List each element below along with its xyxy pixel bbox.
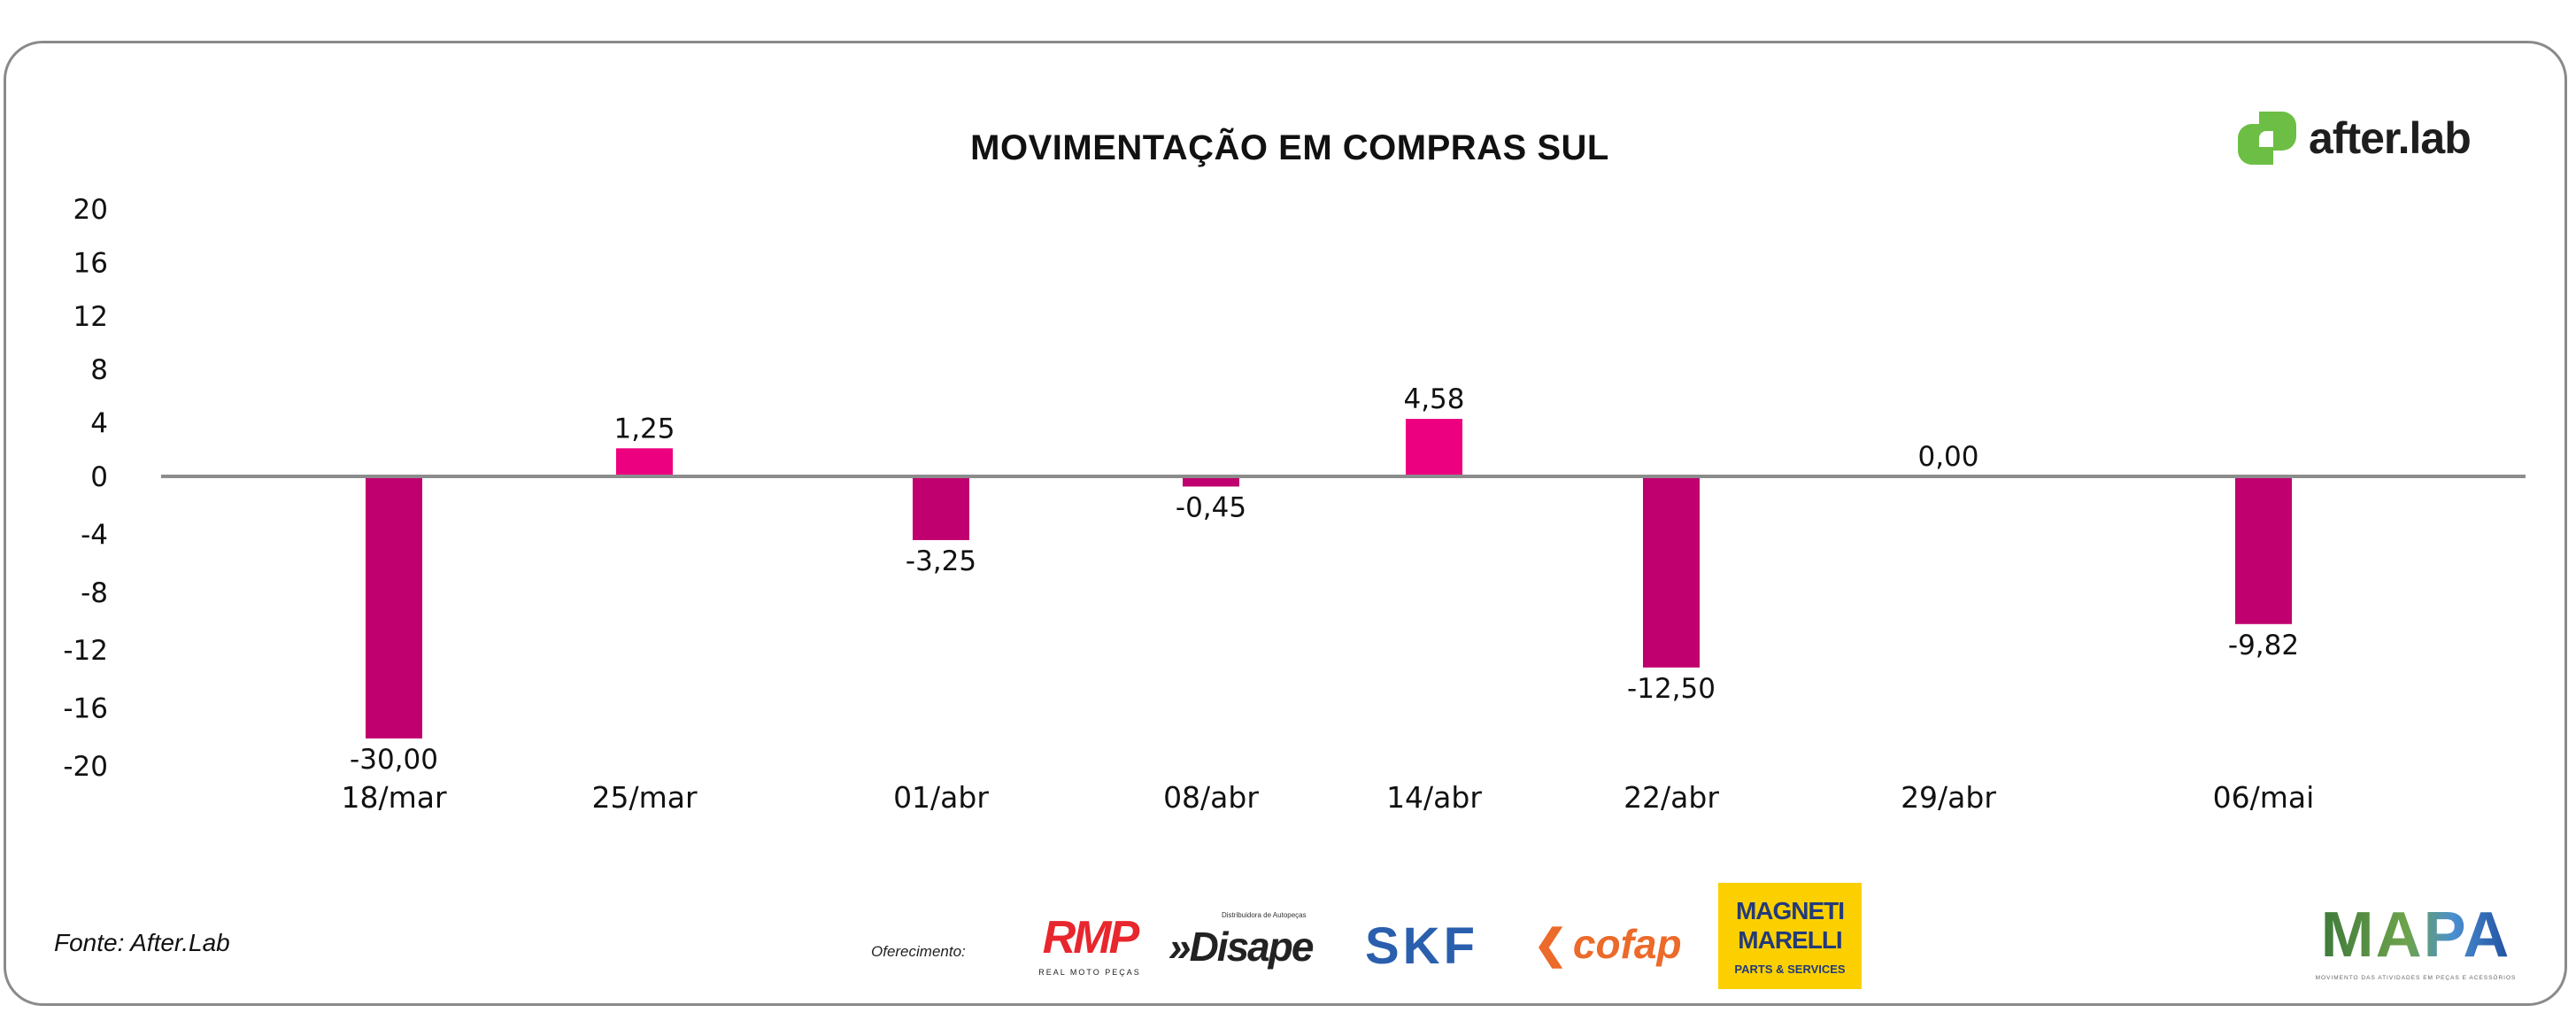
y-tick-label: 20 [73, 194, 108, 226]
afterlab-logo: after.lab [2238, 110, 2472, 166]
data-label: -0,45 [1176, 491, 1246, 523]
data-label: -9,82 [2228, 630, 2299, 661]
afterlab-mark-icon [2238, 112, 2296, 165]
chart-frame [4, 41, 2567, 1006]
y-tick-label: 8 [90, 354, 108, 386]
y-tick-label: 4 [90, 408, 108, 440]
data-label: -12,50 [1627, 673, 1716, 705]
y-tick-label: -8 [81, 577, 108, 609]
y-tick-label: 12 [73, 301, 108, 333]
sponsors-label: Oferecimento: [871, 943, 966, 960]
data-label: 0,00 [1917, 441, 1978, 473]
bar-06-mai [2235, 476, 2292, 624]
y-tick-label: -4 [81, 519, 108, 551]
x-tick-label: 29/abr [1901, 780, 1996, 815]
y-tick-label: 0 [90, 461, 108, 493]
cofap-logo-text: cofap [1572, 921, 1682, 967]
y-tick-label: 16 [73, 247, 108, 279]
cofap-logo: ❮ cofap [1521, 917, 1694, 970]
rmp-tagline: REAL MOTO PEÇAS [1038, 968, 1141, 977]
bar-01-abr [913, 476, 969, 540]
x-tick-label: 14/abr [1386, 780, 1482, 815]
x-tick-label: 18/mar [341, 780, 446, 815]
y-tick-label: -20 [63, 751, 108, 783]
data-label: 4,58 [1403, 383, 1464, 415]
cofap-chevron-icon: ❮ [1533, 921, 1568, 967]
data-label: -3,25 [906, 545, 976, 577]
magneti-logo-text: MAGNETI MARELLI [1735, 896, 1845, 954]
mapa-tagline: MOVIMENTO DAS ATIVIDADES EM PEÇAS E ACES… [2315, 975, 2517, 981]
data-label: -30,00 [350, 744, 438, 776]
x-tick-label: 08/abr [1163, 780, 1259, 815]
bar-22-abr [1643, 476, 1700, 668]
skf-logo-text: SKF [1365, 917, 1478, 975]
x-tick-label: 06/mai [2213, 780, 2315, 815]
x-tick-label: 22/abr [1623, 780, 1719, 815]
rmp-logo-text: RMP [1042, 912, 1140, 963]
chart-title-text: MOVIMENTAÇÃO EM COMPRAS SUL [970, 128, 1609, 167]
y-tick-label: -16 [63, 693, 108, 725]
bar-14-abr [1406, 419, 1462, 476]
disape-logo: Distribuidora de Autopeças »Disape [1168, 910, 1321, 971]
bar-18-mar [366, 476, 422, 738]
y-tick-label: -12 [63, 635, 108, 667]
mapa-logo: MAPA MOVIMENTO DAS ATIVIDADES EM PEÇAS E… [2315, 898, 2517, 983]
source-note: Fonte: After.Lab [54, 929, 230, 956]
x-tick-label: 25/mar [591, 780, 697, 815]
rmp-logo: RMP REAL MOTO PEÇAS [1032, 910, 1147, 978]
skf-logo: SKF [1339, 917, 1504, 976]
bar-25-mar [616, 448, 673, 476]
afterlab-text: after.lab [2309, 113, 2472, 163]
mapa-logo-text: MAPA [2320, 900, 2511, 970]
data-label: 1,25 [613, 413, 675, 445]
bar-08-abr [1183, 476, 1239, 487]
disape-logo-text: »Disape [1168, 924, 1314, 970]
chart-title: MOVIMENTAÇÃO EM COMPRAS SUL [0, 126, 2576, 170]
magneti-marelli-logo: MAGNETI MARELLI PARTS & SERVICES [1718, 883, 1862, 989]
magneti-tagline: PARTS & SERVICES [1734, 962, 1846, 976]
x-tick-label: 01/abr [893, 780, 989, 815]
disape-tagline: Distribuidora de Autopeças [1222, 911, 1307, 919]
